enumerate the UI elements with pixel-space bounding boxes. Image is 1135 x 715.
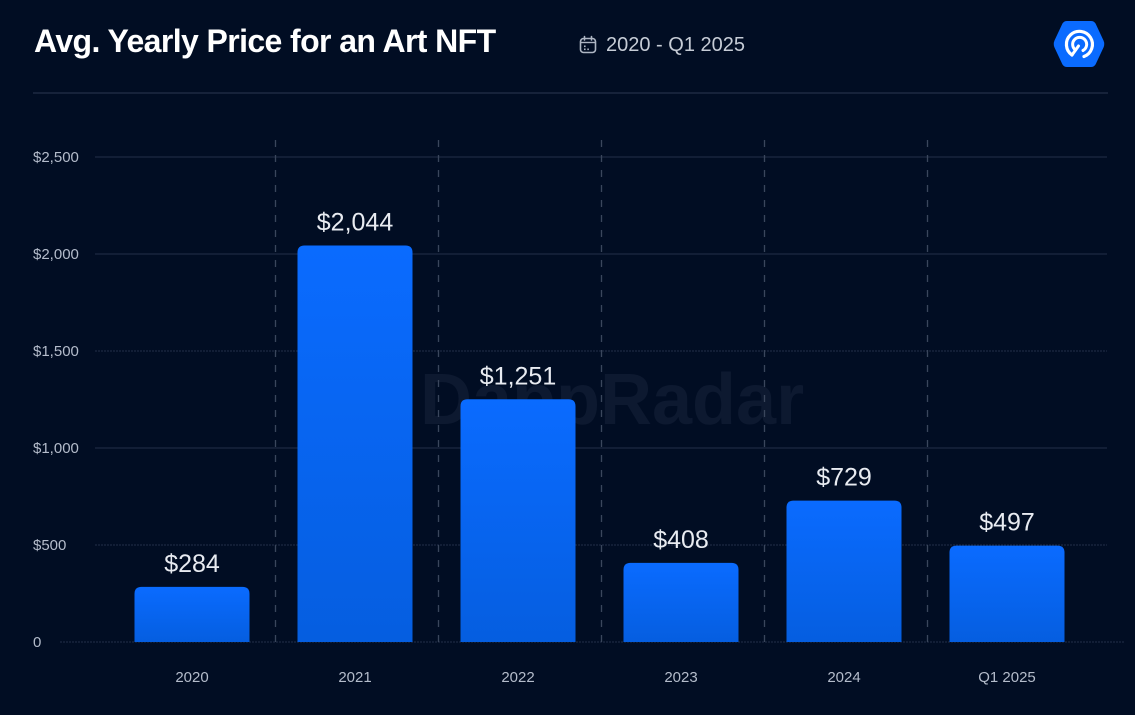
y-tick-label: 0 — [33, 634, 41, 651]
x-tick-label: Q1 2025 — [978, 669, 1036, 686]
y-tick-label: $1,500 — [33, 343, 79, 360]
chart-title: Avg. Yearly Price for an Art NFT — [34, 23, 496, 59]
date-range: 2020 - Q1 2025 — [578, 33, 745, 57]
y-tick-label: $1,000 — [33, 440, 79, 457]
x-tick-label: 2024 — [827, 669, 860, 686]
x-tick-label: 2020 — [175, 669, 208, 686]
data-label: $284 — [164, 550, 220, 578]
x-tick-label: 2021 — [338, 669, 371, 686]
bar-2022 — [460, 399, 576, 642]
header-divider — [33, 92, 1108, 94]
data-label: $729 — [816, 464, 872, 492]
y-tick-label: $2,500 — [33, 149, 79, 166]
y-tick-label: $500 — [33, 537, 66, 554]
bar-2020 — [134, 586, 250, 642]
y-tick-label: $2,000 — [33, 246, 79, 263]
date-range-text: 2020 - Q1 2025 — [606, 33, 745, 56]
bar-2023 — [623, 562, 739, 642]
dappradar-logo-icon — [1053, 19, 1105, 69]
data-label: $2,044 — [317, 208, 394, 236]
data-label: $497 — [979, 509, 1035, 537]
x-tick-label: 2023 — [664, 669, 697, 686]
bar-q1-2025 — [949, 545, 1065, 642]
data-label: $1,251 — [480, 362, 556, 390]
calendar-icon — [578, 35, 598, 55]
x-tick-label: 2022 — [501, 669, 534, 686]
bar-2024 — [786, 500, 902, 642]
data-label: $408 — [653, 526, 709, 554]
bar-2021 — [297, 245, 413, 643]
